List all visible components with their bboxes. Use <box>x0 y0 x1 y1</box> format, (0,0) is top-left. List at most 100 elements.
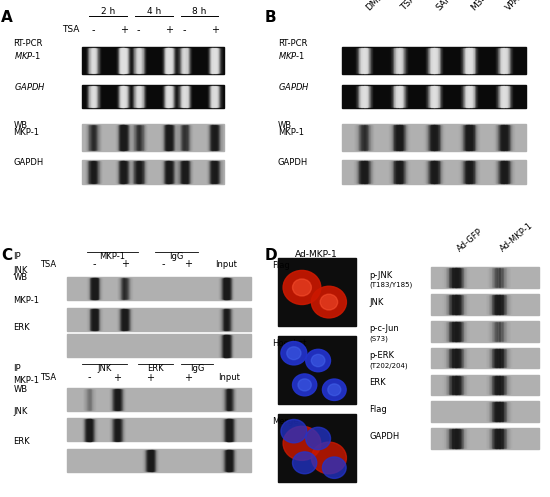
Bar <box>115 125 116 150</box>
Bar <box>469 349 470 367</box>
Bar <box>504 322 505 340</box>
Bar <box>134 125 135 150</box>
Bar <box>94 161 95 183</box>
Bar <box>125 161 126 183</box>
Bar <box>184 161 185 183</box>
Bar <box>407 125 408 150</box>
Bar <box>403 125 404 150</box>
Bar <box>365 161 366 183</box>
Bar <box>353 86 354 107</box>
Bar <box>474 86 475 107</box>
Bar <box>490 295 491 314</box>
Bar <box>425 86 426 107</box>
Bar <box>509 429 510 448</box>
Bar <box>468 376 469 394</box>
Bar <box>513 161 514 183</box>
Bar <box>221 86 222 107</box>
Text: TSA: TSA <box>40 260 57 269</box>
Bar <box>456 125 458 150</box>
Bar <box>97 278 98 299</box>
Text: JNK: JNK <box>370 298 384 307</box>
Bar <box>361 161 362 183</box>
Bar <box>457 268 458 287</box>
Bar <box>220 48 221 73</box>
Bar <box>125 278 126 299</box>
Bar <box>179 125 180 150</box>
Bar <box>135 125 136 150</box>
Bar <box>132 86 133 107</box>
Bar <box>225 450 226 471</box>
Bar <box>219 450 221 471</box>
Bar <box>389 125 390 150</box>
Bar <box>436 125 437 150</box>
Bar <box>403 86 404 107</box>
Bar <box>397 86 398 107</box>
Bar <box>113 419 114 440</box>
Bar <box>442 349 444 367</box>
Bar <box>217 278 218 299</box>
Bar <box>497 322 498 340</box>
Bar <box>427 48 428 73</box>
Bar <box>227 309 228 330</box>
Bar <box>170 161 171 183</box>
Bar <box>176 48 177 73</box>
Bar <box>118 48 119 73</box>
Bar <box>395 161 397 183</box>
Bar <box>360 86 361 107</box>
Bar <box>94 419 95 440</box>
Bar <box>178 86 179 107</box>
Bar <box>441 268 442 287</box>
Bar <box>437 48 438 73</box>
Bar <box>91 309 92 330</box>
Bar <box>95 309 96 330</box>
Bar <box>176 125 177 150</box>
Bar <box>358 125 359 150</box>
Bar <box>465 125 466 150</box>
Bar <box>84 86 85 107</box>
Bar <box>98 278 99 299</box>
Bar <box>85 389 86 410</box>
Bar <box>458 86 459 107</box>
Text: $\it{MKP}$-$\it{1}$: $\it{MKP}$-$\it{1}$ <box>14 50 41 61</box>
Bar <box>145 125 146 150</box>
Bar <box>210 86 211 107</box>
Bar <box>102 86 103 107</box>
Bar <box>141 48 142 73</box>
Bar <box>101 309 102 330</box>
Bar <box>230 309 231 330</box>
Bar <box>459 295 460 314</box>
Bar <box>101 125 102 150</box>
Bar <box>494 376 495 394</box>
Bar <box>119 389 120 410</box>
Bar <box>484 295 485 314</box>
Bar <box>110 389 111 410</box>
Bar <box>368 161 370 183</box>
Text: Ad-MKP-1: Ad-MKP-1 <box>499 221 535 253</box>
Bar <box>510 402 511 421</box>
Bar <box>394 161 395 183</box>
Bar <box>464 268 465 287</box>
Bar <box>456 376 457 394</box>
Text: WB: WB <box>14 273 28 282</box>
Bar <box>171 125 172 150</box>
Bar <box>409 161 410 183</box>
Bar <box>187 161 188 183</box>
Bar <box>135 161 136 183</box>
Bar <box>230 450 231 471</box>
Bar <box>174 125 175 150</box>
Bar <box>214 48 215 73</box>
Bar <box>398 125 399 150</box>
Bar <box>407 48 408 73</box>
Bar <box>178 86 179 107</box>
Bar <box>432 48 433 73</box>
Bar <box>390 161 391 183</box>
Bar <box>408 125 409 150</box>
Bar <box>430 86 431 107</box>
Bar <box>182 161 183 183</box>
Bar <box>399 86 400 107</box>
Bar <box>479 86 480 107</box>
Bar <box>152 450 153 471</box>
Bar <box>116 389 117 410</box>
Bar <box>409 48 410 73</box>
Bar <box>494 402 495 421</box>
